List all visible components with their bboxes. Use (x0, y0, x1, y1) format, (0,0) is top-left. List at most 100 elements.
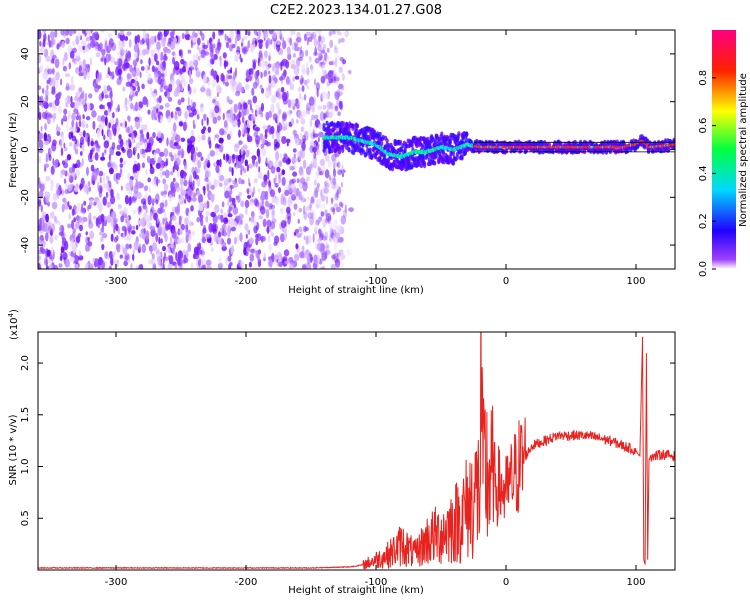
heatmap-cell (311, 217, 314, 225)
heatmap-cell (444, 140, 449, 146)
spectrogram-y-label: Frequency (Hz) (8, 112, 19, 188)
heatmap-cell (318, 124, 322, 130)
heatmap-cell (314, 114, 319, 120)
heatmap-cell (244, 83, 250, 90)
heatmap-cell (328, 61, 334, 66)
heatmap-cell (164, 211, 167, 220)
heatmap-cell (297, 111, 303, 120)
heatmap-cell (378, 131, 382, 137)
heatmap-cell (172, 67, 175, 76)
heatmap-cell (87, 241, 93, 247)
heatmap-cell (101, 128, 104, 137)
heatmap-cell (296, 57, 301, 68)
heatmap-cell (124, 62, 130, 69)
heatmap-cell (159, 114, 164, 122)
heatmap-cell (278, 261, 283, 267)
heatmap-cell (64, 73, 71, 78)
heatmap-cell (129, 243, 132, 249)
heatmap-cell (169, 170, 174, 176)
heatmap-cell (94, 152, 99, 161)
heatmap-cell (99, 104, 104, 110)
heatmap-cell (313, 96, 316, 106)
y-tick-label: 0 (20, 146, 31, 152)
heatmap-cell (69, 30, 73, 37)
heatmap-cell (167, 244, 172, 254)
heatmap-cell (85, 30, 91, 34)
heatmap-cell (136, 191, 142, 199)
heatmap-cell (291, 156, 297, 164)
heatmap-cell (76, 215, 82, 224)
heatmap-cell (318, 131, 324, 138)
heatmap-cell (135, 90, 138, 97)
heatmap-cell (320, 194, 326, 202)
heatmap-cell (230, 226, 236, 232)
heatmap-cell (336, 189, 339, 199)
heatmap-cell (398, 139, 402, 145)
heatmap-cell (90, 140, 94, 147)
heatmap-cell (176, 238, 183, 244)
heatmap-cell (213, 178, 218, 188)
heatmap-cell (192, 108, 197, 116)
heatmap-cell (312, 133, 319, 138)
heatmap-cell (302, 205, 306, 215)
heatmap-cell (138, 243, 142, 251)
heatmap-cell (320, 95, 323, 102)
heatmap-cell (163, 161, 168, 167)
heatmap-cell (163, 30, 168, 38)
heatmap-cell (253, 30, 258, 36)
heatmap-cell (46, 265, 50, 269)
heatmap-cell (248, 68, 252, 76)
heatmap-cell (120, 232, 126, 238)
heatmap-cell (321, 92, 324, 100)
heatmap-cell (326, 47, 330, 53)
heatmap-cell (80, 177, 85, 188)
heatmap-cell (334, 105, 339, 112)
heatmap-cell (146, 155, 151, 163)
heatmap-cell (271, 196, 277, 204)
heatmap-cell (205, 210, 210, 217)
heatmap-cell (321, 91, 326, 99)
heatmap-cell (219, 182, 223, 187)
heatmap-cell (115, 172, 118, 180)
heatmap-cell (224, 190, 230, 199)
heatmap-cell (308, 96, 315, 106)
heatmap-cell (83, 102, 88, 112)
heatmap-cell (118, 134, 122, 140)
heatmap-cell (138, 205, 142, 213)
heatmap-cell (254, 127, 260, 132)
colorbar-tick-label: 0.0 (698, 261, 709, 277)
heatmap-cell (150, 198, 156, 204)
heatmap-cell (234, 81, 239, 86)
heatmap-cell (48, 264, 53, 269)
heatmap-cell (77, 87, 83, 94)
heatmap-cell (300, 45, 303, 55)
heatmap-cell (205, 215, 209, 223)
heatmap-cell (255, 111, 260, 116)
heatmap-cell (87, 180, 91, 187)
heatmap-cell (86, 245, 91, 252)
heatmap-cell (38, 177, 41, 185)
heatmap-cell (299, 149, 306, 159)
heatmap-cell (123, 235, 130, 241)
heatmap-cell (272, 31, 277, 39)
heatmap-cell (344, 204, 347, 213)
heatmap-cell (297, 36, 302, 43)
heatmap-cell (113, 227, 116, 234)
heatmap-cell (288, 261, 295, 269)
heatmap-cell (259, 71, 262, 76)
heatmap-cell (230, 245, 235, 254)
heatmap-cell (301, 172, 305, 178)
heatmap-cell (318, 30, 323, 37)
heatmap-cell (334, 91, 340, 100)
heatmap-cell (159, 208, 165, 214)
heatmap-cell (232, 206, 239, 215)
heatmap-cell (91, 148, 94, 155)
heatmap-cell (341, 121, 346, 127)
heatmap-cell (265, 90, 270, 99)
heatmap-cell (213, 162, 216, 168)
heatmap-cell (40, 248, 46, 255)
heatmap-cell (289, 83, 295, 91)
heatmap-cell (192, 37, 197, 43)
heatmap-cell (263, 252, 266, 261)
heatmap-cell (317, 136, 320, 143)
